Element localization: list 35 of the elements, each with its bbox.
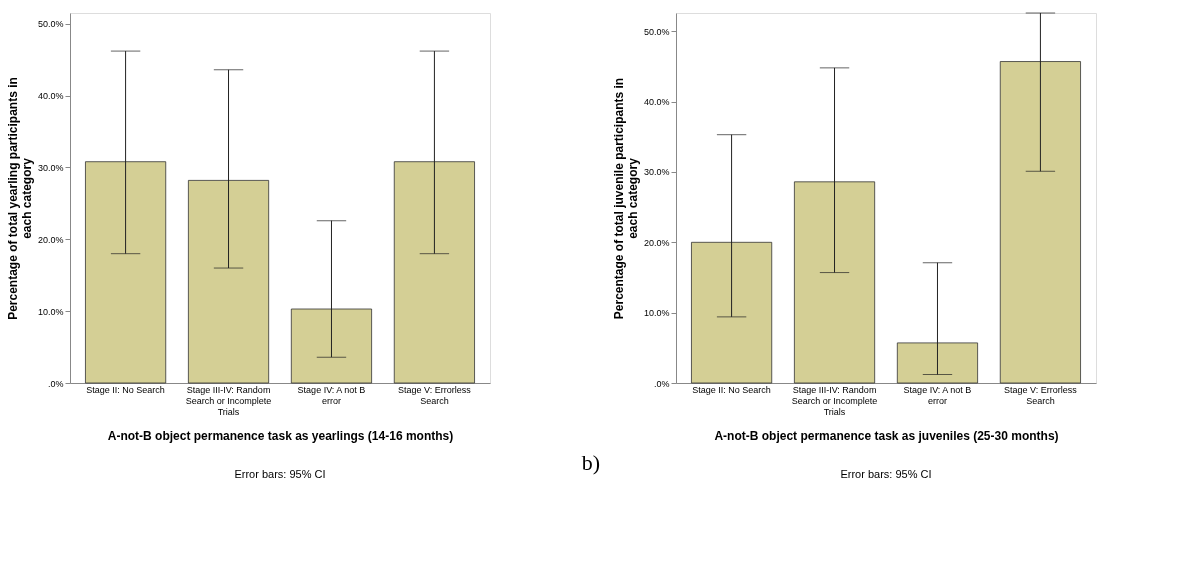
text: Error bars: 95% CI: [840, 468, 932, 480]
y-tick-label: 30.0%: [37, 162, 64, 173]
bar: [999, 61, 1081, 384]
x-tick-label: Stage III-IV: Random Search or Incomplete Trials: [185, 384, 272, 417]
y-tick-label: .0%: [47, 378, 64, 389]
bar: [393, 161, 475, 384]
y-tick-label: 40.0%: [37, 91, 64, 102]
y-axis-title: Percentage of total juvenile participants in each category: [611, 77, 640, 320]
x-tick-label: Stage V: Errorless Search: [1004, 384, 1078, 406]
bar: [290, 308, 373, 384]
x-tick-label: Stage II: No Search: [692, 384, 771, 395]
y-tick-label: 50.0%: [37, 19, 64, 30]
bar: [187, 180, 270, 384]
bar: [85, 161, 167, 384]
x-axis-title: A-not-B object permanence task as yearlings (14-16 months): [107, 428, 454, 443]
y-tick-label: 30.0%: [643, 167, 670, 178]
x-tick-label: Stage III-IV: Random Search or Incomplete Trials: [791, 384, 878, 417]
x-tick-label: Stage II: No Search: [86, 384, 165, 395]
text: Error bars: 95% CI: [234, 468, 326, 480]
y-tick-label: 10.0%: [643, 308, 670, 319]
y-tick-label: .0%: [653, 378, 670, 389]
y-tick-label: 20.0%: [643, 237, 670, 248]
y-tick-label: 40.0%: [643, 97, 670, 108]
y-tick-label: 10.0%: [37, 306, 64, 317]
x-tick-label: Stage IV: A not B error: [297, 384, 366, 406]
y-tick-label: 50.0%: [643, 26, 670, 37]
y-axis-title: Percentage of total yearling participants in each category: [5, 77, 34, 320]
bar: [793, 181, 876, 384]
bar: [691, 241, 773, 384]
x-tick-label: Stage V: Errorless Search: [398, 384, 472, 406]
x-tick-label: Stage IV: A not B error: [903, 384, 972, 406]
y-tick-label: 20.0%: [37, 234, 64, 245]
text: b): [581, 450, 601, 475]
bar: [896, 342, 979, 384]
x-axis-title: A-not-B object permanence task as juveniles (25-30 months): [714, 428, 1059, 443]
